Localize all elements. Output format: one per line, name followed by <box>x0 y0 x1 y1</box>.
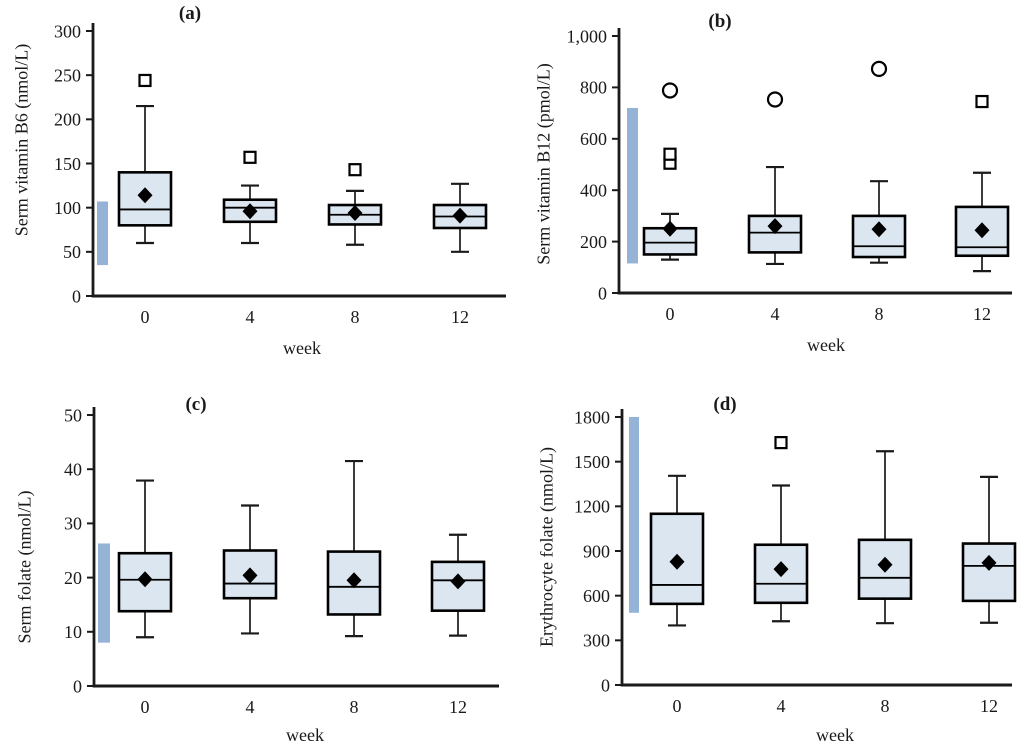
y-tick-label: 30 <box>64 514 82 534</box>
panel-c-title: (c) <box>185 394 207 415</box>
y-tick-label: 200 <box>54 110 81 130</box>
y-tick-label: 150 <box>54 154 81 174</box>
panel-d-x-axis-label: week <box>816 725 854 745</box>
y-tick-label: 1500 <box>574 452 610 472</box>
y-tick-label: 0 <box>601 675 610 695</box>
reference-range-bar <box>627 107 638 264</box>
mean-diamond-marker <box>981 554 997 571</box>
mean-diamond-marker <box>871 221 887 238</box>
y-tick-label: 400 <box>580 181 607 201</box>
y-tick-label: 1200 <box>574 497 610 517</box>
boxplot-chart-d: 0 300 600 900 1200 1500 1800 0 4 8 12 <box>574 407 1017 716</box>
y-tick-label: 1800 <box>574 407 610 427</box>
x-tick-label: 8 <box>351 307 360 327</box>
mean-diamond-marker <box>773 561 789 578</box>
outlier-circle-marker <box>766 91 784 108</box>
y-tick-label: 800 <box>580 78 607 98</box>
x-tick-label: 12 <box>451 307 469 327</box>
y-tick-label: 300 <box>54 21 81 41</box>
outlier-circle-marker <box>661 82 679 99</box>
iqr-box <box>961 542 1017 603</box>
y-tick-label: 0 <box>72 286 81 306</box>
mean-diamond-marker <box>137 571 153 588</box>
mean-diamond-marker <box>767 218 783 235</box>
mean-diamond-marker <box>662 220 678 237</box>
mean-diamond-marker <box>347 204 363 221</box>
y-tick-label: 20 <box>64 568 82 588</box>
x-tick-label: 12 <box>973 304 991 324</box>
y-tick-label: 200 <box>580 232 607 252</box>
outlier-square-marker <box>348 163 362 177</box>
mean-diamond-marker <box>452 207 468 224</box>
y-tick-label: 600 <box>580 129 607 149</box>
x-tick-label: 0 <box>141 307 150 327</box>
outlier-square-marker <box>774 436 788 450</box>
panel-d-y-axis-label: Erythrocyte folate (nmol/L) <box>536 447 557 647</box>
x-tick-label: 4 <box>246 697 255 717</box>
y-tick-label: 50 <box>64 405 82 425</box>
outlier-square-marker <box>243 150 257 164</box>
reference-range-bar <box>629 417 639 613</box>
panel-c: 0 10 20 30 40 50 0 4 8 12 (c) Serm folate (nmol/L… <box>0 377 512 755</box>
panel-c-y-axis-label: Serm folate (nmol/L) <box>14 490 35 644</box>
x-tick-label: 8 <box>881 696 890 716</box>
y-tick-label: 10 <box>64 622 82 642</box>
x-tick-label: 0 <box>666 304 675 324</box>
y-tick-label: 1,000 <box>567 26 608 46</box>
x-tick-label: 4 <box>771 304 780 324</box>
mean-diamond-marker <box>877 556 893 573</box>
x-tick-label: 0 <box>141 697 150 717</box>
panel-b-y-axis-label: Serm vitamin B12 (pmol/L) <box>533 63 554 265</box>
x-tick-label: 4 <box>777 696 786 716</box>
panel-a-x-axis-label: week <box>283 338 321 358</box>
panel-a-y-axis-label: Serm vitamin B6 (nmol/L) <box>11 43 32 237</box>
y-tick-label: 100 <box>54 198 81 218</box>
mean-diamond-marker <box>242 567 258 584</box>
boxplot-chart-c: 0 10 20 30 40 50 0 4 8 12 <box>64 405 499 717</box>
y-tick-label: 40 <box>64 460 82 480</box>
panel-a-title: (a) <box>178 3 202 24</box>
y-tick-label: 300 <box>583 631 610 651</box>
mean-diamond-marker <box>669 553 685 570</box>
mean-diamond-marker <box>450 573 466 590</box>
reference-range-bar <box>98 543 110 643</box>
boxplot-chart-b: 0 200 400 600 800 1,000 0 4 8 12 <box>567 26 1012 324</box>
outlier-square-marker <box>663 147 677 161</box>
mean-diamond-marker <box>346 572 362 589</box>
outlier-square-marker <box>138 73 152 88</box>
x-tick-label: 4 <box>246 307 255 327</box>
x-tick-label: 0 <box>673 696 682 716</box>
iqr-box <box>857 538 913 600</box>
y-tick-label: 50 <box>63 242 81 262</box>
reference-range-bar <box>97 201 108 266</box>
y-tick-label: 900 <box>583 541 610 561</box>
outlier-circle-marker <box>870 60 888 77</box>
x-tick-label: 12 <box>980 696 998 716</box>
y-tick-label: 0 <box>73 676 82 696</box>
y-tick-label: 250 <box>54 65 81 85</box>
panel-a: 0 50 100 150 200 250 300 0 4 8 12 (a) Serm vitamin… <box>0 0 512 377</box>
x-tick-label: 12 <box>449 697 467 717</box>
panel-b-x-axis-label: week <box>807 335 845 355</box>
mean-diamond-marker <box>137 187 153 204</box>
panel-d-title: (d) <box>713 394 737 415</box>
mean-diamond-marker <box>974 222 990 239</box>
boxplot-chart-a: 0 50 100 150 200 250 300 0 4 8 12 <box>54 21 506 327</box>
panel-c-x-axis-label: week <box>286 725 324 745</box>
mean-diamond-marker <box>242 203 258 220</box>
y-tick-label: 0 <box>598 283 607 303</box>
outlier-square-marker <box>975 94 989 109</box>
panel-d: 0 300 600 900 1200 1500 1800 0 4 8 12 (d) Erythroc… <box>512 377 1024 755</box>
x-tick-label: 8 <box>350 697 359 717</box>
x-tick-label: 8 <box>875 304 884 324</box>
panel-b: 0 200 400 600 800 1,000 0 4 8 12 (b) Serm vitamin… <box>512 0 1024 377</box>
panel-b-title: (b) <box>708 11 732 32</box>
y-tick-label: 600 <box>583 586 610 606</box>
